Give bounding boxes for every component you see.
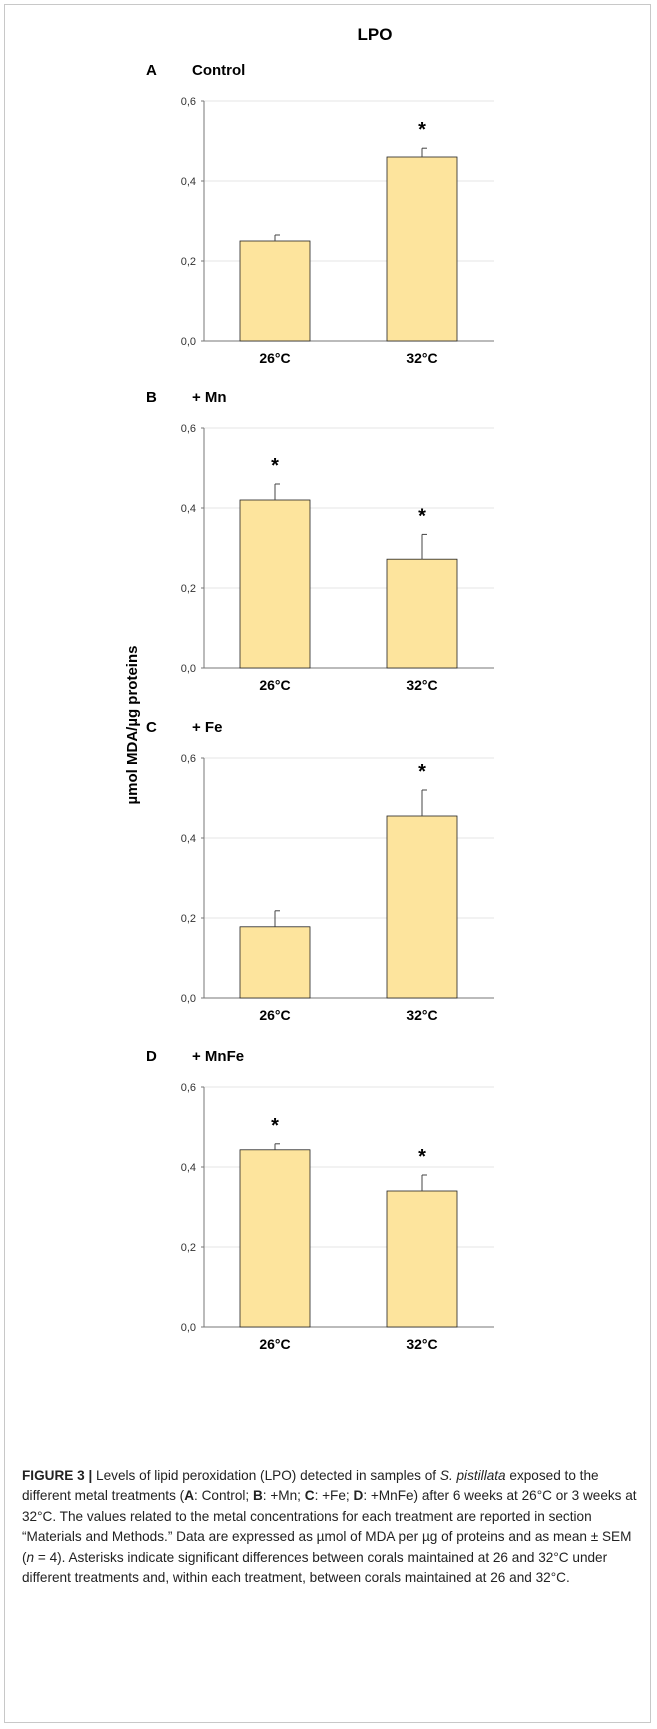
- significance-asterisk: *: [418, 119, 426, 141]
- panel-c: C + Fe 0,0 0,2 0,4 0,6 26°C * 32°C: [146, 719, 494, 1023]
- caption-d-text: : +MnFe) after 6 weeks at 26°C or 3 week…: [22, 1488, 637, 1565]
- panel-letter: B: [146, 389, 157, 406]
- category-label: 32°C: [406, 1336, 437, 1352]
- lpo-figure: LPO µmol MDA/µg proteins A Control 0,0 0,2 0…: [124, 25, 494, 1352]
- panel-letter: A: [146, 62, 157, 79]
- category-label: 32°C: [406, 1007, 437, 1023]
- bar: [239, 1149, 311, 1328]
- y-axis-label: µmol MDA/µg proteins: [124, 646, 141, 805]
- caption-text-1: Levels of lipid peroxidation (LPO) detec…: [92, 1468, 440, 1483]
- y-tick-label: 0,4: [181, 176, 196, 188]
- y-tick-label: 0,6: [181, 753, 196, 765]
- caption-b: B: [252, 1488, 263, 1504]
- y-tick-label: 0,0: [181, 993, 196, 1005]
- caption-c: C: [304, 1488, 315, 1504]
- y-tick-label: 0,0: [181, 663, 196, 675]
- panel-title: + Mn: [192, 389, 227, 406]
- category-label: 26°C: [259, 350, 290, 366]
- caption-text-2: exposed to the different metal treatment…: [22, 1468, 599, 1504]
- figure-frame: [4, 4, 651, 1723]
- panel-letter: D: [146, 1048, 157, 1065]
- caption-a: A: [184, 1488, 195, 1504]
- bar: [386, 815, 458, 999]
- panel-title: + Fe: [192, 719, 222, 736]
- y-tick-label: 0,4: [181, 503, 196, 515]
- category-label: 26°C: [259, 1336, 290, 1352]
- y-tick-label: 0,6: [181, 1082, 196, 1094]
- y-tick-label: 0,4: [181, 1162, 196, 1174]
- y-tick-label: 0,6: [181, 96, 196, 108]
- figure-caption: FIGURE 3 | Levels of lipid peroxidation …: [22, 1466, 642, 1588]
- figure-title: LPO: [358, 25, 393, 44]
- y-tick-label: 0,4: [181, 833, 196, 845]
- bar: [239, 499, 311, 669]
- panel-title: + MnFe: [192, 1048, 244, 1065]
- y-tick-label: 0,2: [181, 256, 196, 268]
- caption-c-text: : +Fe;: [314, 1488, 354, 1504]
- y-tick-label: 0,0: [181, 1322, 196, 1334]
- caption-species: S. pistillata: [439, 1468, 506, 1483]
- significance-asterisk: *: [418, 761, 426, 783]
- chart-panels: A Control 0,0 0,2 0,4 0,6 26°C * 32°C B + Mn 0,0 0,2…: [146, 62, 494, 1352]
- panel-b: B + Mn 0,0 0,2 0,4 0,6 * 26°C * 32°C: [146, 389, 494, 693]
- significance-asterisk: *: [271, 455, 279, 477]
- bar: [386, 558, 458, 669]
- bar: [386, 156, 458, 342]
- y-tick-label: 0,6: [181, 423, 196, 435]
- significance-asterisk: *: [418, 505, 426, 527]
- panel-title: Control: [192, 62, 245, 79]
- y-tick-label: 0,2: [181, 1242, 196, 1254]
- y-tick-label: 0,0: [181, 336, 196, 348]
- significance-asterisk: *: [418, 1146, 426, 1168]
- y-tick-label: 0,2: [181, 913, 196, 925]
- bar: [239, 926, 311, 999]
- caption-b-text: : +Mn;: [262, 1488, 305, 1504]
- bar: [239, 240, 311, 342]
- caption-d: D: [353, 1488, 364, 1504]
- category-label: 32°C: [406, 350, 437, 366]
- category-label: 26°C: [259, 1007, 290, 1023]
- panel-letter: C: [146, 719, 157, 736]
- category-label: 32°C: [406, 677, 437, 693]
- category-label: 26°C: [259, 677, 290, 693]
- panel-a: A Control 0,0 0,2 0,4 0,6 26°C * 32°C: [146, 62, 494, 366]
- caption-n: n: [26, 1549, 35, 1565]
- caption-a-text: : Control;: [194, 1488, 253, 1504]
- caption-label: FIGURE 3 |: [22, 1468, 93, 1483]
- panel-d: D + MnFe 0,0 0,2 0,4 0,6 * 26°C * 32°C: [146, 1048, 494, 1352]
- significance-asterisk: *: [271, 1115, 279, 1137]
- caption-text-3: = 4). Asterisks indicate significant dif…: [22, 1549, 608, 1586]
- bar: [386, 1190, 458, 1328]
- y-tick-label: 0,2: [181, 583, 196, 595]
